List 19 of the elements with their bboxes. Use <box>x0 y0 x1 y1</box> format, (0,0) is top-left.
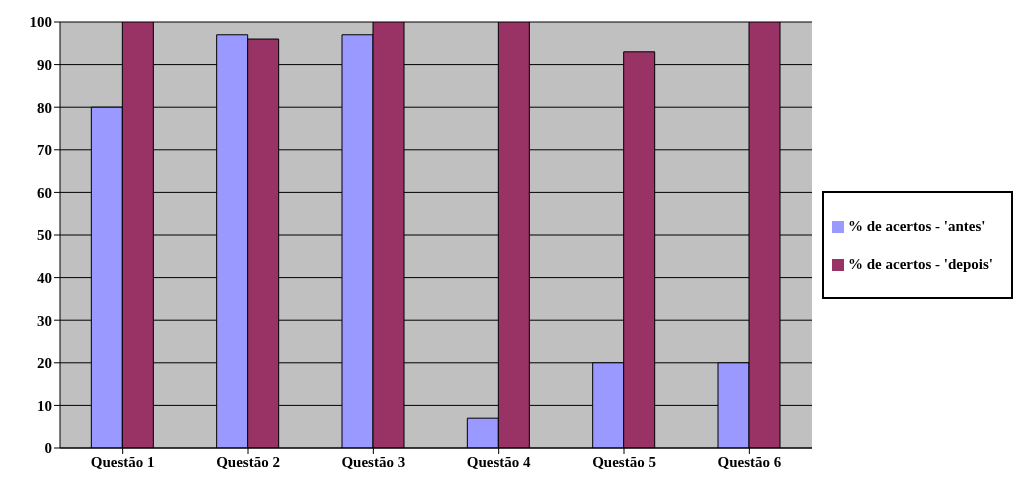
legend-label: % de acertos - 'depois' <box>848 256 993 272</box>
y-tick-label: 20 <box>37 355 52 372</box>
x-tick-label: Questão 6 <box>717 453 782 470</box>
y-tick-label: 60 <box>37 184 52 201</box>
y-tick-label: 30 <box>37 312 52 329</box>
y-tick-label: 40 <box>37 269 52 286</box>
y-tick-label: 70 <box>37 142 52 159</box>
y-tick-label: 80 <box>37 99 52 116</box>
y-tick-label: 100 <box>29 14 52 31</box>
x-tick-label: Questão 4 <box>466 453 532 470</box>
y-tick-label: 10 <box>37 397 52 414</box>
x-tick-label: Questão 1 <box>90 453 155 470</box>
y-tick-label: 50 <box>37 227 52 244</box>
x-tick-label: Questão 5 <box>592 453 656 470</box>
y-tick-label: 0 <box>44 440 52 457</box>
x-tick-label: Questão 2 <box>216 453 280 470</box>
y-tick-label: 90 <box>37 56 52 73</box>
x-tick-label: Questão 3 <box>341 453 406 470</box>
legend-label: % de acertos - 'antes' <box>848 218 986 234</box>
